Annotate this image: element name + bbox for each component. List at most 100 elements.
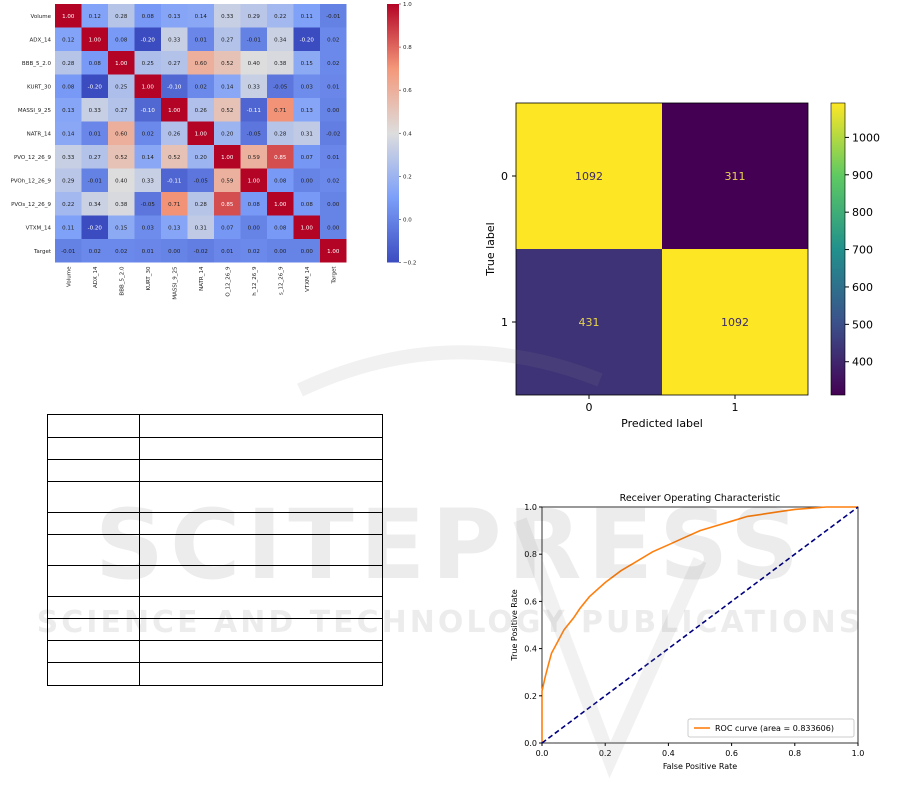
heatmap-cell [293, 51, 320, 75]
heatmap-cell [240, 27, 267, 51]
table-cell [138, 414, 384, 438]
heatmap-cell [108, 145, 135, 169]
heatmap-cell [161, 98, 188, 122]
heatmap-cell [134, 51, 161, 75]
heatmap-cell [134, 98, 161, 122]
heatmap-value-label: 0.52 [221, 61, 233, 67]
heatmap-cell [161, 4, 188, 28]
heatmap-value-label: 0.13 [168, 225, 181, 231]
table-row [47, 512, 384, 535]
heatmap-cell [161, 215, 188, 239]
cm-colorbar-tick: 400 [852, 356, 873, 369]
roc-title: Receiver Operating Characteristic [620, 493, 781, 504]
heatmap-value-label: 0.01 [221, 249, 233, 255]
heatmap-value-label: 0.01 [142, 249, 154, 255]
heatmap-value-label: -0.05 [194, 178, 209, 184]
heatmap-cell [267, 192, 294, 216]
table-cell [138, 596, 384, 619]
heatmap-col-label: s_12_26_9 [278, 266, 284, 295]
heatmap-row-label: MASSI_9_25 [18, 108, 52, 114]
table-cell [138, 534, 384, 566]
table-cell [47, 565, 140, 597]
heatmap-cell [320, 98, 347, 122]
heatmap-cell [320, 4, 347, 28]
heatmap-cell [81, 27, 108, 51]
table-cell [47, 662, 140, 686]
roc-y-tick: 0.4 [524, 645, 537, 654]
heatmap-cell [293, 192, 320, 216]
heatmap-value-label: -0.10 [141, 108, 156, 114]
heatmap-value-label: 1.00 [62, 14, 75, 20]
heatmap-value-label: -0.01 [88, 178, 102, 184]
heatmap-cell [187, 215, 214, 239]
heatmap-cell [240, 215, 267, 239]
heatmap-cell [161, 145, 188, 169]
heatmap-cell [214, 98, 241, 122]
table-cell [47, 618, 140, 641]
roc-x-tick: 0.4 [662, 749, 675, 758]
heatmap-value-label: 0.27 [221, 37, 234, 43]
heatmap-value-label: 0.03 [142, 225, 155, 231]
roc-x-tick: 1.0 [852, 749, 865, 758]
heatmap-col-label: BBB_5_2.0 [119, 266, 125, 296]
heatmap-value-label: 0.25 [142, 61, 155, 67]
heatmap-value-label: 0.85 [274, 155, 287, 161]
heatmap-value-label: 0.00 [301, 249, 314, 255]
heatmap-value-label: 0.85 [221, 202, 234, 208]
heatmap-cell [81, 98, 108, 122]
heatmap-value-label: 0.33 [248, 84, 261, 90]
heatmap-value-label: 0.14 [221, 84, 234, 90]
heatmap-value-label: 0.00 [327, 225, 340, 231]
table-row [47, 534, 384, 566]
heatmap-cell [320, 145, 347, 169]
cm-ylabel: True label [484, 222, 497, 276]
cm-cell [516, 249, 662, 395]
heatmap-value-label: -0.10 [167, 84, 182, 90]
cm-colorbar-tick: 1000 [852, 131, 880, 144]
heatmap-value-label: 0.15 [115, 225, 128, 231]
heatmap-col-label: MASSI_9_25 [172, 266, 178, 300]
heatmap-cell [187, 74, 214, 98]
heatmap-row-label: PVOs_12_26_9 [11, 202, 51, 208]
heatmap-value-label: 0.27 [115, 108, 128, 114]
heatmap-value-label: 0.13 [62, 108, 75, 114]
roc-xlabel: False Positive Rate [663, 762, 737, 771]
heatmap-cell [108, 239, 135, 263]
heatmap-value-label: -0.20 [300, 37, 315, 43]
table-row [47, 618, 384, 641]
cm-colorbar-tick: 800 [852, 206, 873, 219]
heatmap-cell [134, 168, 161, 192]
heatmap-value-label: 0.02 [327, 178, 339, 184]
table-cell [138, 512, 384, 535]
heatmap-value-label: -0.01 [61, 249, 75, 255]
heatmap-cell [267, 51, 294, 75]
heatmap-value-label: 0.52 [221, 108, 233, 114]
cm-cell [662, 103, 808, 249]
table-cell [138, 459, 384, 482]
heatmap-value-label: 0.02 [115, 249, 127, 255]
heatmap-value-label: 0.08 [274, 225, 287, 231]
table-cell [47, 534, 140, 566]
cm-x-tick: 0 [586, 401, 593, 414]
heatmap-value-label: 1.00 [142, 84, 155, 90]
cm-value-label: 431 [579, 316, 600, 329]
heatmap-value-label: 0.14 [142, 155, 155, 161]
heatmap-cell [187, 192, 214, 216]
heatmap-value-label: 0.11 [301, 14, 313, 20]
heatmap-cell [240, 168, 267, 192]
heatmap-cell [161, 51, 188, 75]
heatmap-value-label: -0.05 [141, 202, 156, 208]
heatmap-cell [161, 74, 188, 98]
cm-cell [662, 249, 808, 395]
heatmap-cell [240, 98, 267, 122]
heatmap-colorbar-tick: 0.0 [403, 217, 412, 223]
heatmap-value-label: 0.28 [195, 202, 208, 208]
heatmap-cell [240, 145, 267, 169]
heatmap-cell [134, 215, 161, 239]
heatmap-value-label: 1.00 [301, 225, 314, 231]
heatmap-cell [108, 168, 135, 192]
heatmap-cell [320, 74, 347, 98]
table-cell [138, 481, 384, 513]
confusion-matrix: 1092 311 431 1092 0 1 0 1 Predicted label True la… [460, 80, 901, 440]
heatmap-value-label: 1.00 [195, 131, 208, 137]
